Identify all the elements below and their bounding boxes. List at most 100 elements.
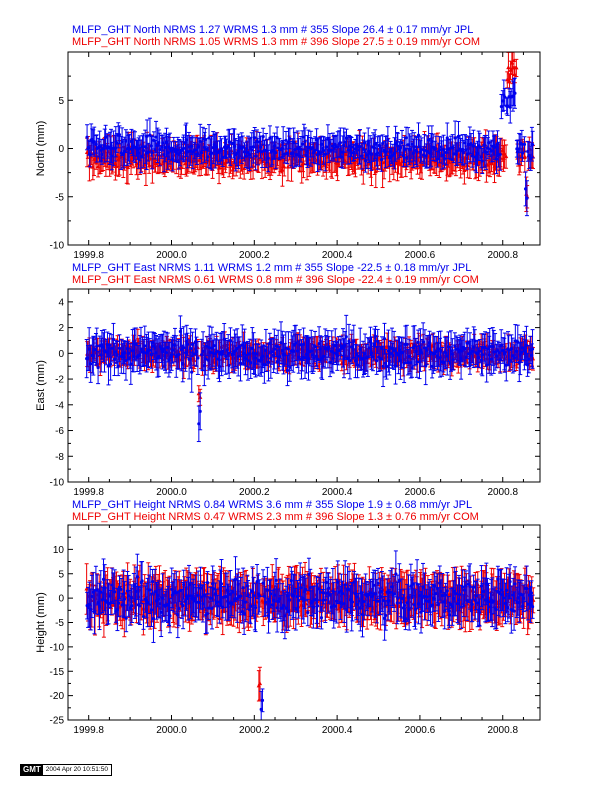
- data-point: [498, 152, 502, 157]
- data-point: [311, 151, 316, 155]
- data-point: [378, 144, 382, 148]
- data-point: [110, 346, 114, 350]
- data-point: [228, 154, 232, 159]
- data-point: [143, 344, 147, 348]
- data-point: [168, 355, 172, 360]
- chart-panel-east: MLFP_GHT East NRMS 1.11 WRMS 1.2 mm # 35…: [35, 262, 541, 498]
- data-point: [465, 152, 469, 156]
- data-point: [96, 365, 100, 370]
- data-point: [300, 142, 304, 146]
- data-point: [303, 139, 307, 144]
- data-point: [143, 145, 147, 149]
- data-point: [415, 150, 419, 154]
- data-point: [231, 165, 236, 170]
- data-point: [177, 352, 181, 357]
- series-com: [84, 52, 536, 212]
- data-point: [434, 147, 438, 151]
- data-point: [480, 159, 484, 163]
- data-point: [85, 135, 89, 139]
- data-point: [280, 167, 285, 172]
- series-jpl: [85, 77, 535, 217]
- data-point: [155, 143, 159, 147]
- data-point: [150, 151, 154, 155]
- data-point: [187, 145, 191, 149]
- data-point: [111, 337, 116, 341]
- data-point: [525, 196, 529, 200]
- data-point: [343, 140, 347, 144]
- data-point: [324, 145, 328, 149]
- data-point: [489, 149, 493, 153]
- data-point: [404, 136, 408, 140]
- data-point: [405, 156, 409, 160]
- chart-title-com: MLFP_GHT East NRMS 0.61 WRMS 0.8 mm # 39…: [72, 274, 479, 286]
- data-point: [128, 147, 132, 151]
- data-point: [179, 347, 184, 352]
- x-tick-label: 2000.4: [322, 250, 353, 261]
- data-point: [412, 145, 416, 149]
- data-point: [400, 141, 404, 145]
- data-point: [253, 136, 257, 140]
- data-point: [160, 350, 165, 354]
- data-point: [361, 147, 365, 151]
- data-point: [117, 133, 122, 137]
- data-point: [437, 148, 442, 152]
- data-point: [336, 145, 340, 149]
- data-point: [288, 137, 292, 141]
- data-point: [376, 151, 380, 155]
- x-tick-label: 2000.0: [156, 250, 187, 261]
- chart-title-jpl: MLFP_GHT East NRMS 1.11 WRMS 1.2 mm # 35…: [72, 262, 471, 274]
- data-point: [514, 65, 519, 70]
- data-point: [172, 147, 176, 151]
- data-point: [507, 78, 512, 83]
- data-point: [430, 343, 436, 348]
- data-point: [258, 145, 263, 149]
- data-point: [109, 362, 113, 366]
- data-point: [184, 138, 188, 142]
- data-point: [200, 150, 204, 155]
- series-jpl: [84, 314, 535, 443]
- data-point: [227, 140, 232, 144]
- data-point: [188, 149, 192, 153]
- data-point: [321, 148, 326, 152]
- data-point: [154, 135, 158, 139]
- data-point: [515, 150, 520, 154]
- data-point: [164, 350, 168, 355]
- data-point: [503, 154, 509, 159]
- data-point: [511, 58, 517, 63]
- data-point: [123, 351, 127, 355]
- data-point: [284, 138, 288, 142]
- data-point: [281, 140, 285, 145]
- data-point: [499, 104, 503, 109]
- data-point: [439, 145, 443, 149]
- data-point: [108, 343, 112, 347]
- data-point: [201, 137, 205, 141]
- data-point: [442, 156, 447, 161]
- data-point: [126, 351, 130, 355]
- data-point: [245, 147, 249, 151]
- data-point: [526, 149, 530, 153]
- data-point: [88, 152, 92, 156]
- chart-title-jpl: MLFP_GHT North NRMS 1.27 WRMS 1.3 mm # 3…: [72, 24, 473, 36]
- data-point: [524, 187, 528, 191]
- data-point: [110, 154, 114, 158]
- data-point: [299, 147, 303, 151]
- x-tick-label: 2000.8: [487, 250, 518, 261]
- data-point: [508, 105, 512, 109]
- x-tick-label: 2000.6: [405, 250, 436, 261]
- data-point: [145, 134, 149, 138]
- data-point: [494, 157, 499, 161]
- data-layer: [84, 314, 536, 443]
- data-point: [117, 346, 122, 350]
- data-point: [285, 164, 291, 169]
- data-point: [365, 153, 369, 157]
- data-point: [139, 347, 143, 351]
- x-tick-label: 2000.2: [239, 250, 270, 261]
- data-point: [527, 153, 531, 158]
- data-point: [178, 151, 182, 155]
- data-point: [149, 353, 154, 357]
- x-tick-label: 1999.8: [73, 250, 104, 261]
- data-point: [260, 150, 264, 154]
- data-point: [381, 141, 385, 146]
- data-point: [100, 343, 104, 347]
